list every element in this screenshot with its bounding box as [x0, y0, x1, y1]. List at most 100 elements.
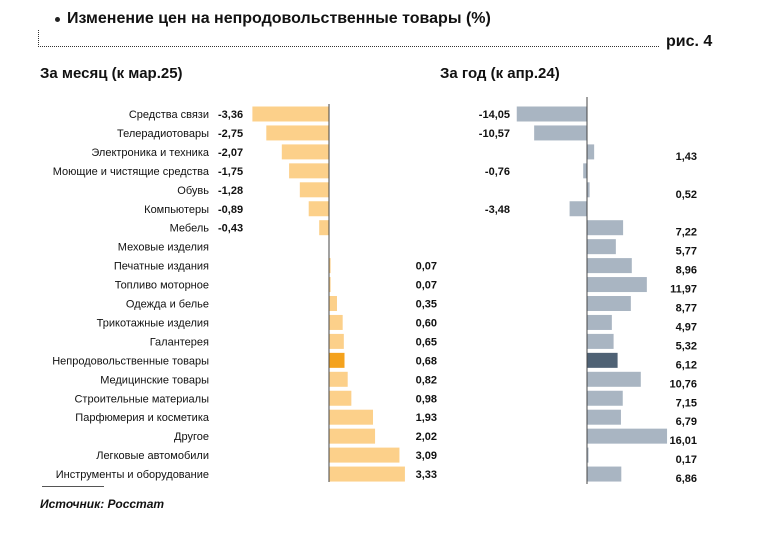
month-value-label: 0,82 — [416, 374, 437, 386]
title-bullet — [55, 17, 60, 22]
month-bar — [329, 352, 345, 368]
year-value-label: 10,76 — [669, 378, 697, 390]
left-panel-title: За месяц (к мар.25) — [40, 65, 183, 82]
month-value-label: 0,07 — [416, 280, 437, 292]
year-bar — [583, 163, 587, 179]
year-bar — [587, 447, 589, 463]
month-value-label: 3,09 — [416, 450, 437, 462]
category-label: Моющие и чистящие средства — [53, 166, 210, 178]
year-bar — [587, 220, 624, 236]
month-value-label: 0,65 — [416, 336, 437, 348]
month-value-label: -1,28 — [218, 185, 243, 197]
year-bar — [516, 106, 587, 122]
month-value-label: 0,07 — [416, 261, 437, 273]
month-bar — [319, 220, 329, 236]
year-value-label: -3,48 — [485, 204, 510, 216]
month-bar — [329, 314, 343, 330]
category-label: Трикотажные изделия — [97, 317, 209, 329]
year-bar — [587, 390, 623, 406]
year-value-label: 8,77 — [676, 303, 697, 315]
month-value-label: -1,75 — [218, 166, 243, 178]
year-bar — [587, 296, 631, 311]
month-bar — [329, 277, 331, 293]
month-bar — [281, 144, 329, 160]
category-label: Другое — [174, 431, 209, 443]
year-bar — [587, 277, 647, 293]
month-value-label: 3,33 — [416, 469, 437, 481]
year-bar — [587, 258, 632, 274]
month-bar — [252, 106, 329, 122]
year-bar — [587, 239, 616, 255]
year-value-label: 0,17 — [676, 454, 697, 466]
month-value-label: 0,35 — [416, 299, 437, 311]
month-value-label: -0,43 — [218, 223, 243, 235]
year-value-label: 5,32 — [676, 340, 697, 352]
category-label: Одежда и белье — [126, 299, 209, 311]
month-value-label: 0,60 — [416, 317, 437, 329]
year-value-label: 11,97 — [670, 284, 697, 296]
month-bar — [329, 447, 400, 463]
month-bar — [329, 296, 337, 311]
month-bar — [329, 371, 348, 387]
category-label: Меховые изделия — [118, 242, 209, 254]
month-bar — [329, 409, 374, 425]
year-bar — [587, 371, 641, 387]
month-value-label: -3,36 — [218, 109, 243, 121]
source-note: Источник: Росстат — [40, 497, 165, 511]
year-bar — [587, 144, 595, 160]
month-value-label: -2,75 — [218, 128, 243, 140]
chart-title: Изменение цен на непродовольственные тов… — [67, 10, 491, 27]
year-value-label: 0,52 — [676, 189, 697, 201]
year-value-label: 6,79 — [676, 416, 697, 428]
source-rule — [42, 486, 104, 487]
year-bar — [587, 466, 622, 482]
month-bar — [299, 182, 329, 198]
year-value-label: 7,22 — [676, 227, 697, 239]
month-value-label: 1,93 — [416, 412, 437, 424]
category-label: Парфюмерия и косметика — [75, 412, 210, 424]
year-bar — [587, 314, 612, 330]
year-bar — [587, 333, 614, 349]
category-label: Электроника и техника — [91, 147, 209, 159]
year-value-label: 7,15 — [676, 397, 697, 409]
category-label: Средства связи — [129, 109, 209, 121]
category-label: Топливо моторное — [115, 280, 209, 292]
category-label: Инструменты и оборудование — [56, 469, 209, 481]
figure-label: рис. 4 — [666, 33, 713, 50]
category-label: Печатные издания — [114, 261, 209, 273]
year-value-label: 6,12 — [676, 359, 697, 371]
category-label: Непродовольственные товары — [52, 355, 209, 367]
year-bar — [569, 201, 587, 217]
month-value-label: -2,07 — [218, 147, 243, 159]
month-value-label: 0,68 — [416, 355, 437, 367]
month-bar — [266, 125, 329, 141]
month-value-label: 0,98 — [416, 393, 437, 405]
category-label: Строительные материалы — [74, 393, 209, 405]
year-bar — [587, 409, 621, 425]
month-value-label: -0,89 — [218, 204, 243, 216]
year-bar — [587, 182, 590, 198]
month-value-label: 2,02 — [416, 431, 437, 443]
category-label: Обувь — [177, 185, 209, 197]
category-label: Мебель — [170, 223, 210, 235]
month-bar — [329, 258, 331, 274]
category-label: Галантерея — [150, 336, 209, 348]
title-dotted-frame — [38, 30, 659, 47]
category-label: Медицинские товары — [100, 374, 209, 386]
year-bar — [534, 125, 587, 141]
category-label: Легковые автомобили — [96, 450, 209, 462]
year-value-label: 5,77 — [676, 246, 697, 258]
year-value-label: -10,57 — [479, 128, 510, 140]
year-value-label: -14,05 — [479, 109, 510, 121]
year-value-label: 16,01 — [669, 435, 697, 447]
category-label: Телерадиотовары — [117, 128, 209, 140]
month-bar — [329, 390, 352, 406]
category-label: Компьютеры — [144, 204, 209, 216]
year-value-label: 8,96 — [676, 265, 697, 277]
month-bar — [329, 428, 376, 444]
year-value-label: 6,86 — [676, 473, 697, 485]
month-bar — [308, 201, 329, 217]
year-value-label: -0,76 — [485, 166, 510, 178]
month-bar — [329, 333, 344, 349]
